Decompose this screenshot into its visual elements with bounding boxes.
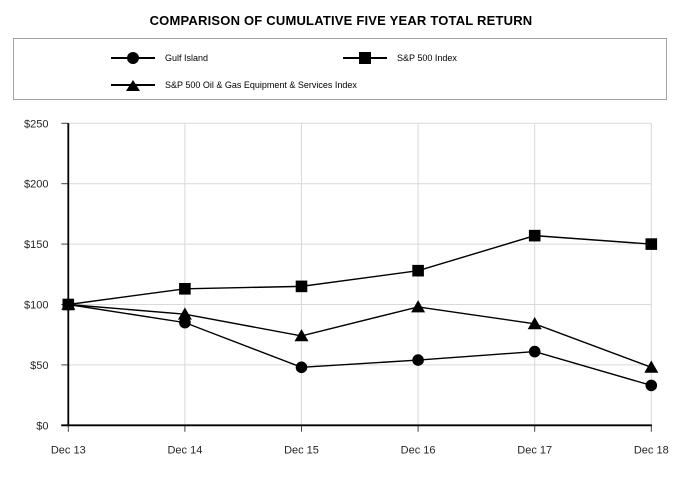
x-tick-label: Dec 17: [517, 444, 552, 456]
y-tick-label: $50: [30, 360, 48, 372]
data-point-square: [179, 282, 191, 295]
legend-item-oil-gas-index: S&P 500 Oil & Gas Equipment & Services I…: [111, 78, 357, 92]
data-point-square: [645, 238, 658, 250]
data-point-square: [528, 229, 541, 242]
series-line-s-p-500-oil-gas-equipment-services-index: [68, 303, 652, 368]
legend-label: S&P 500 Oil & Gas Equipment & Services I…: [165, 80, 357, 90]
y-tick-label: $250: [24, 118, 48, 130]
legend-item-sp500: S&P 500 Index: [343, 51, 457, 65]
data-point-triangle: [527, 317, 542, 330]
triangle-marker-icon: [111, 78, 155, 92]
series-line-s-p-500-index: [68, 234, 652, 306]
data-point-triangle: [177, 307, 192, 320]
data-point-triangle: [411, 300, 426, 313]
data-point-triangle: [294, 329, 309, 342]
data-point-triangle: [644, 360, 659, 373]
data-point-square: [295, 280, 308, 293]
y-tick-label: $100: [24, 300, 48, 312]
data-point-square: [62, 298, 75, 311]
y-tick-label: $150: [24, 239, 48, 251]
data-point-circle: [179, 316, 191, 329]
x-tick-label: Dec 13: [51, 444, 86, 456]
y-tick-label: $0: [36, 420, 48, 432]
data-point-circle: [412, 354, 424, 366]
legend: Gulf Island S&P 500 Index S&P 500 Oil & …: [13, 38, 667, 100]
x-tick-label: Dec 14: [167, 444, 202, 456]
y-tick-label: $200: [24, 179, 48, 191]
circle-marker-icon: [111, 51, 155, 65]
series-line-gulf-island: [68, 303, 652, 387]
legend-label: Gulf Island: [165, 53, 209, 63]
x-tick-label: Dec 15: [284, 444, 319, 456]
x-tick-label: Dec 18: [634, 444, 669, 456]
square-marker-icon: [343, 51, 387, 65]
data-point-square: [412, 264, 424, 277]
data-point-circle: [295, 361, 308, 374]
legend-item-gulf-island: Gulf Island: [111, 51, 208, 65]
data-point-circle: [528, 345, 541, 358]
chart-title: COMPARISON OF CUMULATIVE FIVE YEAR TOTAL…: [149, 13, 533, 28]
x-tick-label: Dec 16: [401, 444, 436, 456]
data-point-circle: [645, 379, 658, 392]
legend-label: S&P 500 Index: [397, 53, 457, 63]
